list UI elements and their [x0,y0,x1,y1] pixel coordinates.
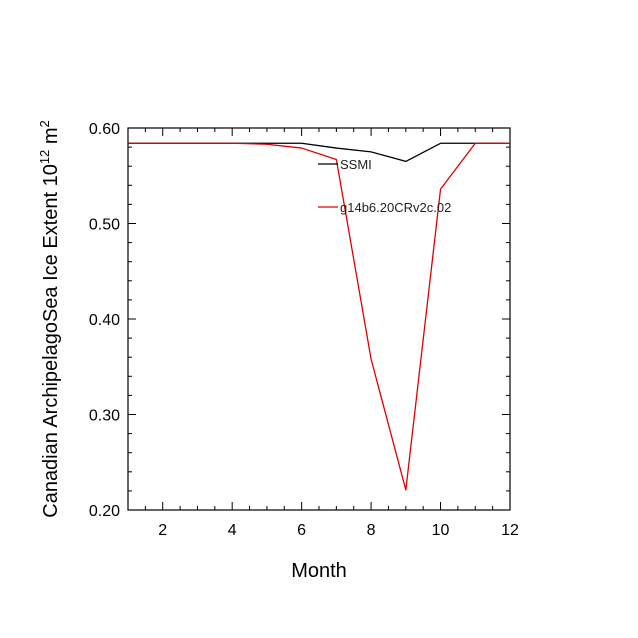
series-line-model [128,142,510,491]
x-tick-label: 4 [228,522,237,539]
y-tick-label: 0.50 [89,217,120,234]
y-tick-label: 0.20 [89,503,120,520]
plot-frame [127,127,511,511]
legend-label: g14b6.20CRv2c.02 [340,200,451,215]
x-tick-label: 12 [501,522,519,539]
y-tick-label: 0.60 [89,121,120,138]
legend-label: SSMI [340,157,372,172]
x-tick-label: 6 [297,522,306,539]
y-axis-title: Canadian ArchipelagoSea Ice Extent 1012 … [37,120,62,518]
y-tick-label: 0.40 [89,312,120,329]
x-tick-label: 2 [158,522,167,539]
plot-area: 2 4 6 8 10 12 0.20 0.30 0.40 0.50 0.60 SSMI g14b6.20… [37,120,519,582]
x-tick-label: 8 [367,522,376,539]
series-line-ssmi [128,142,510,163]
y-tick-label: 0.30 [89,408,120,425]
x-axis-title: Month [291,560,347,582]
x-tick-label: 10 [432,522,450,539]
